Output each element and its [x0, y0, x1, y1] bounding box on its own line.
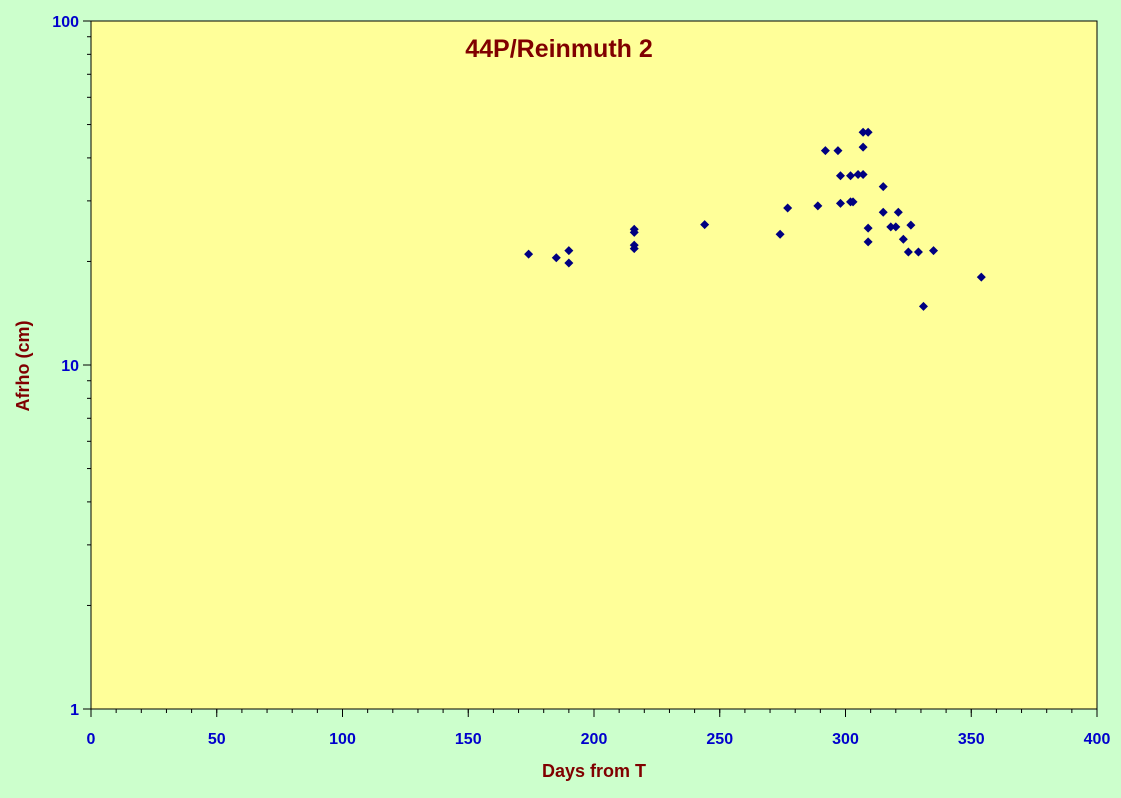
data-point: [863, 127, 873, 137]
data-point: [929, 246, 939, 256]
data-point: [848, 197, 858, 207]
data-point: [858, 169, 868, 179]
y-tick-label: 1: [70, 702, 79, 719]
data-points: [524, 127, 986, 311]
data-point: [813, 201, 823, 211]
x-axis-label: Days from T: [542, 761, 646, 781]
data-point: [906, 220, 916, 230]
x-tick-label: 50: [208, 731, 226, 748]
x-tick-label: 150: [455, 731, 482, 748]
data-point: [913, 247, 923, 257]
chart-title: 44P/Reinmuth 2: [465, 35, 653, 63]
x-tick-label: 350: [958, 731, 985, 748]
data-point: [820, 146, 830, 156]
x-axis-ticks: 0 50 100 150 200 250 300 350 400: [87, 709, 1111, 748]
x-tick-label: 400: [1084, 731, 1111, 748]
data-point: [878, 182, 888, 192]
data-point: [863, 223, 873, 233]
plot-area: [90, 20, 1098, 710]
data-point: [833, 146, 843, 156]
x-tick-label: 100: [329, 731, 356, 748]
data-point: [564, 246, 574, 256]
data-point: [564, 258, 574, 268]
data-point: [551, 253, 561, 263]
data-point: [878, 207, 888, 217]
data-point: [629, 240, 639, 250]
data-point: [898, 234, 908, 244]
y-minor-ticks: [87, 36, 91, 606]
data-point: [893, 207, 903, 217]
data-point: [846, 171, 856, 181]
x-tick-label: 0: [87, 731, 96, 748]
data-point: [835, 171, 845, 181]
x-tick-label: 300: [832, 731, 859, 748]
y-axis-label: Afrho (cm): [13, 321, 33, 412]
data-point: [629, 224, 639, 234]
data-point: [976, 272, 986, 282]
data-point: [858, 142, 868, 152]
data-point: [524, 249, 534, 259]
y-tick-label: 100: [52, 14, 79, 31]
x-tick-label: 200: [581, 731, 608, 748]
y-tick-label: 10: [61, 358, 79, 375]
y-axis-ticks: 1 10 100: [52, 14, 91, 719]
data-point: [903, 247, 913, 257]
data-point: [775, 229, 785, 239]
data-point: [783, 203, 793, 213]
data-point: [918, 301, 928, 311]
data-point: [891, 222, 901, 232]
data-point: [700, 220, 710, 230]
data-point: [886, 222, 896, 232]
data-point: [858, 127, 868, 137]
x-tick-label: 250: [706, 731, 733, 748]
data-point: [835, 198, 845, 208]
data-point: [853, 169, 863, 179]
data-point: [863, 237, 873, 247]
